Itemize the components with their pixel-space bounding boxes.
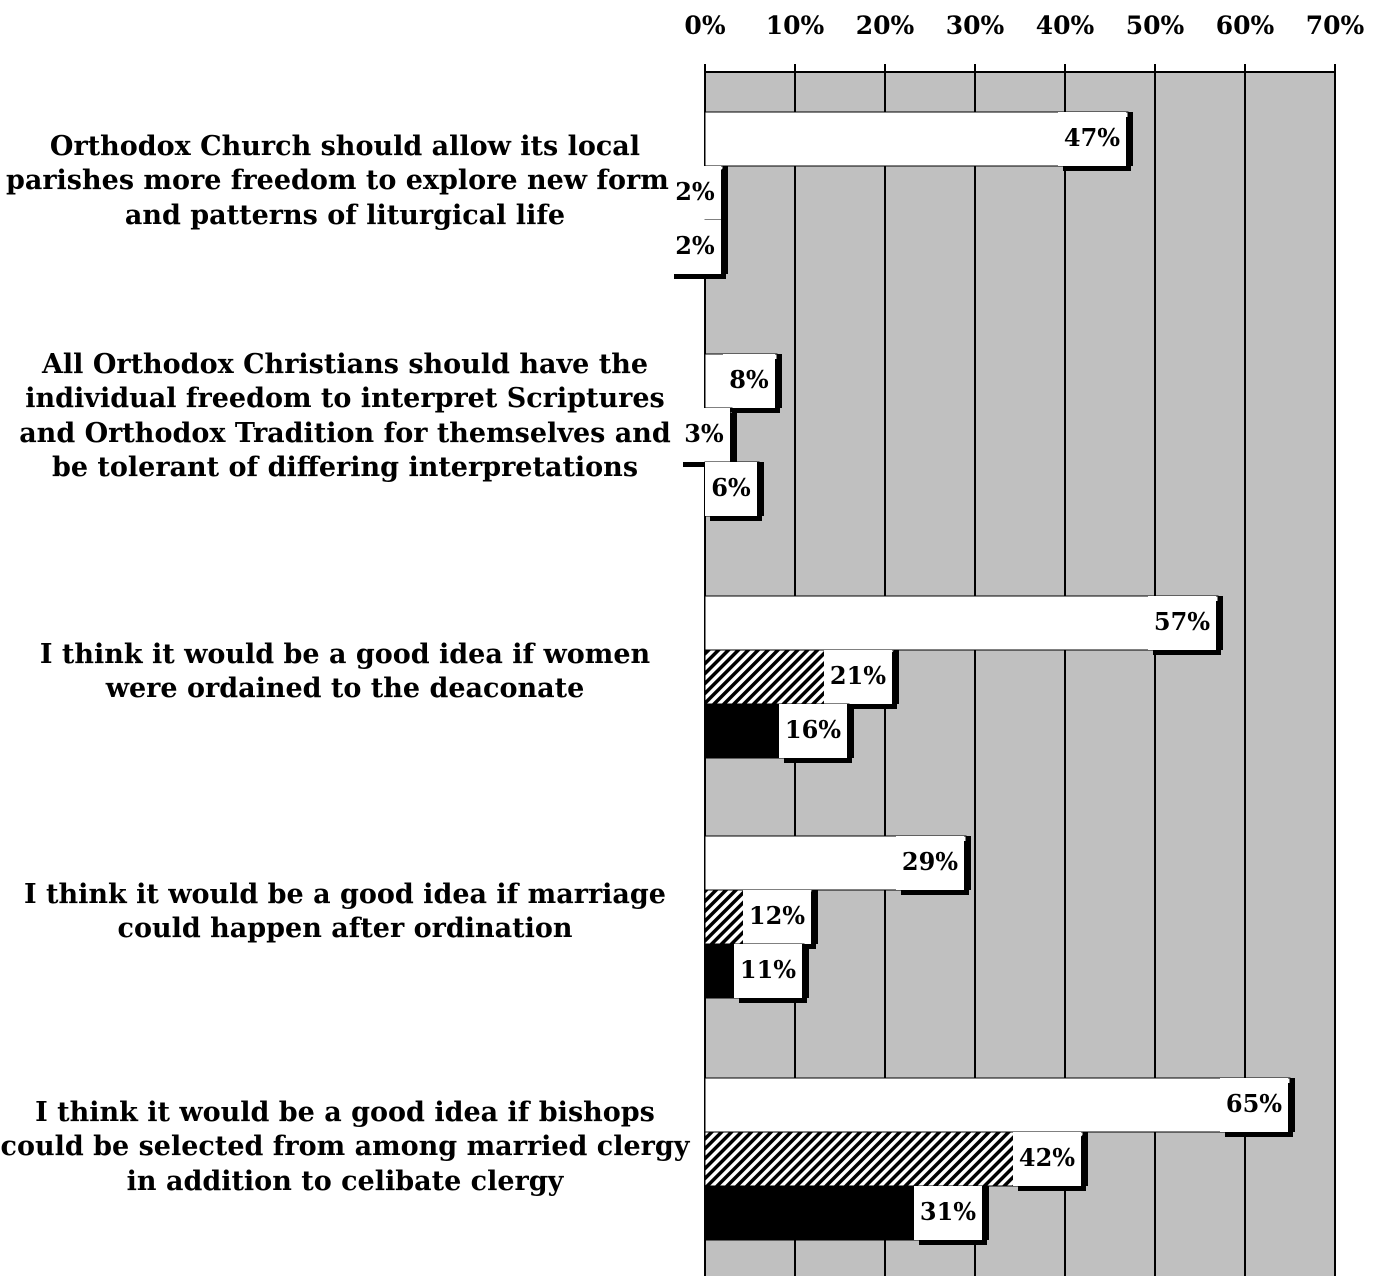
bars: 47% 2% 2% 8%3% 6% 57% 21% 16% 29% 12% 11% 65% 42% 31%: [669, 111, 1295, 1245]
category-label-5: I think it would be a good idea if bisho…: [0, 1097, 690, 1197]
data-label: 31%: [920, 1197, 976, 1226]
data-label-box: [779, 704, 847, 758]
category-label-2: All Orthodox Christians should have the …: [19, 349, 671, 483]
x-tick-label: 40%: [1036, 11, 1095, 40]
category-label-4: I think it would be a good idea if marri…: [23, 879, 666, 945]
data-label: 42%: [1019, 1143, 1075, 1172]
data-label: 57%: [1154, 607, 1210, 636]
category-label-1: Orthodox Church should allow its local p…: [5, 131, 685, 231]
data-label: 11%: [740, 955, 796, 984]
data-label-box: [678, 408, 730, 462]
data-label: 12%: [749, 901, 805, 930]
data-label-box: [669, 220, 721, 274]
data-label: 21%: [830, 661, 886, 690]
data-label-box: [1058, 112, 1126, 166]
data-label: 8%: [729, 365, 769, 394]
white-bar: [704, 1077, 1291, 1133]
data-label-box: [1220, 1078, 1288, 1132]
data-label-box: [1013, 1132, 1081, 1186]
data-label-box: [705, 462, 757, 516]
x-tick-label: 0%: [684, 11, 725, 40]
data-label-box: [734, 944, 802, 998]
data-label: 2%: [675, 177, 715, 206]
x-tick-label: 30%: [946, 11, 1005, 40]
data-label: 3%: [684, 419, 724, 448]
x-tick-label: 70%: [1306, 11, 1365, 40]
x-tick-label: 50%: [1126, 11, 1185, 40]
data-label-box: [743, 890, 811, 944]
data-label: 29%: [902, 847, 958, 876]
data-label-box: [896, 836, 964, 890]
x-tick-label: 60%: [1216, 11, 1275, 40]
data-label-box: [824, 650, 892, 704]
white-bar: [704, 595, 1219, 651]
data-label: 6%: [711, 473, 751, 502]
data-label-box: [669, 166, 721, 220]
x-tick-label: 20%: [856, 11, 915, 40]
x-axis-tick-labels: 0% 10% 20% 30% 40% 50% 60% 70%: [684, 11, 1364, 40]
data-label-box: [723, 354, 775, 408]
data-label: 65%: [1226, 1089, 1282, 1118]
data-label-box: [914, 1186, 982, 1240]
category-label-3: I think it would be a good idea if women…: [39, 639, 651, 705]
data-label-box: [1148, 596, 1216, 650]
x-tick-label: 10%: [766, 11, 825, 40]
white-bar: [704, 111, 1129, 167]
data-label: 16%: [785, 715, 841, 744]
data-label: 47%: [1064, 123, 1120, 152]
data-label: 2%: [675, 231, 715, 260]
